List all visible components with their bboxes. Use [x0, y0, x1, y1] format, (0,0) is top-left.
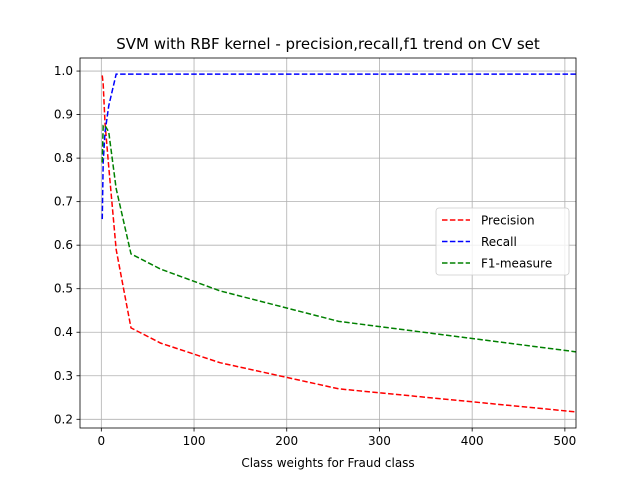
axis-ticks: 0 100 200 300 400 500 0.2 0.3 0.4 0.5 0.6 0.7 0.8 0.9… [54, 64, 576, 448]
series-line-precision [101, 75, 577, 413]
y-tick-label: 0.8 [54, 151, 73, 165]
legend-label-precision: Precision [481, 214, 535, 228]
y-tick-label: 0.4 [54, 325, 73, 339]
y-tick-label: 0.5 [54, 282, 73, 296]
series-layer [101, 73, 577, 413]
plot-frame [79, 57, 577, 429]
y-tick-label: 1.0 [54, 64, 73, 78]
legend-label-f1-measure: F1-measure [481, 257, 552, 271]
y-tick-label: 0.3 [54, 369, 73, 383]
legend-box [435, 207, 570, 276]
y-tick-label: 0.9 [54, 108, 73, 122]
x-tick-label: 400 [461, 434, 484, 448]
y-tick-label: 0.2 [54, 412, 73, 426]
x-tick-label: 500 [553, 434, 576, 448]
y-tick-label: 0.6 [54, 238, 73, 252]
x-tick-label: 100 [183, 434, 206, 448]
y-tick-label: 0.7 [54, 195, 73, 209]
x-tick-label: 200 [275, 434, 298, 448]
x-tick-label: 0 [98, 434, 106, 448]
series-line-recall [101, 73, 576, 220]
legend: Precision Recall F1-measure [435, 207, 570, 276]
x-tick-label: 300 [368, 434, 391, 448]
series-line-f1-measure [101, 124, 577, 353]
legend-label-recall: Recall [481, 235, 517, 249]
chart-title: SVM with RBF kernel - precision,recall,f… [116, 35, 540, 53]
x-axis-label: Class weights for Fraud class [241, 456, 414, 470]
